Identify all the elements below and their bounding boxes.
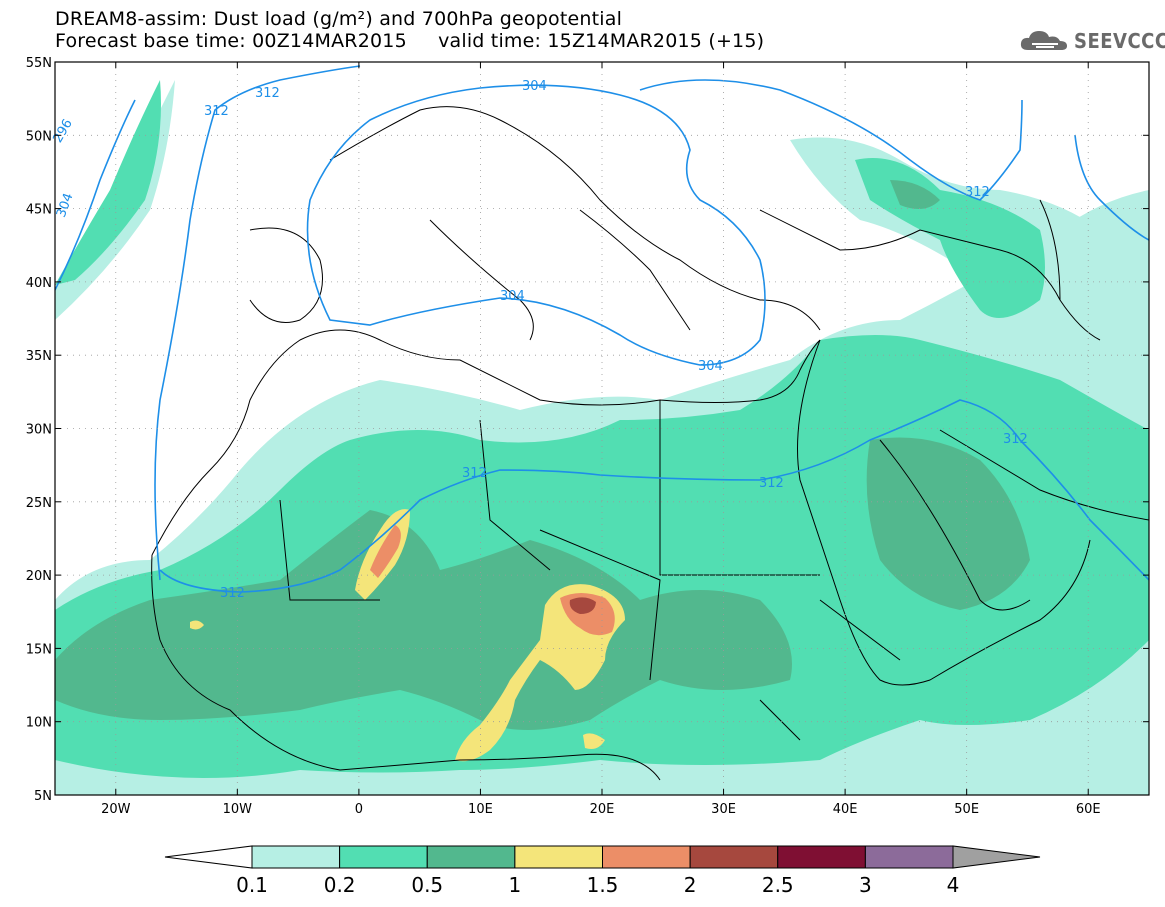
latitude-labels: 55N 50N 45N 40N 35N 30N 25N 20N 15N 10N 5N xyxy=(26,56,52,804)
colorbar-label: 1 xyxy=(509,873,522,897)
dust-band-0.5 xyxy=(55,510,792,730)
geopotential-contours xyxy=(55,65,1149,593)
longitude-labels: 20W 10W 0 10E 20E 30E 40E 50E 60E xyxy=(101,802,1101,817)
lat-label: 5N xyxy=(34,789,52,804)
contour-label: 312 xyxy=(255,86,280,101)
lon-label: 30E xyxy=(711,802,736,817)
dust-band-0.5 xyxy=(866,437,1030,610)
colorbar-box xyxy=(777,845,866,869)
dust-band-1 xyxy=(583,733,605,749)
contour-label: 312 xyxy=(220,586,245,601)
lat-label: 10N xyxy=(26,716,52,731)
lat-label: 15N xyxy=(26,642,52,657)
lat-label: 50N xyxy=(26,129,52,144)
lon-label: 40E xyxy=(833,802,858,817)
contour-line xyxy=(159,399,1149,593)
colorbar-box xyxy=(864,845,954,869)
dust-band-1.5 xyxy=(370,525,401,578)
contour-label: 304 xyxy=(522,79,547,94)
logo-text: SEEVCCC xyxy=(1074,29,1165,53)
colorbar-box xyxy=(426,845,516,869)
coastlines xyxy=(151,106,1149,781)
colorbar-box xyxy=(689,845,779,869)
lon-label: 50E xyxy=(954,802,979,817)
contour-label: 312 xyxy=(204,104,229,119)
cloud-icon xyxy=(1020,31,1067,50)
contour-labels: 312 312 296 304 304 304 304 312 312 312 … xyxy=(50,79,1027,601)
contour-label: 312 xyxy=(1003,432,1028,447)
lon-label: 10W xyxy=(223,802,253,817)
colorbar-box xyxy=(514,845,603,869)
base-time: Forecast base time: 00Z14MAR2015 xyxy=(55,30,407,52)
colorbar-label: 0.5 xyxy=(411,873,443,897)
colorbar-box xyxy=(602,845,691,869)
dust-band-0.5 xyxy=(890,180,940,209)
contour-label: 304 xyxy=(698,359,723,374)
lat-label: 30N xyxy=(26,423,52,438)
lat-label: 55N xyxy=(26,56,52,71)
contour-label: 312 xyxy=(759,476,784,491)
colorbar-box xyxy=(339,845,428,869)
lat-label: 45N xyxy=(26,203,52,218)
colorbar-arrow-left xyxy=(164,845,253,869)
colorbar-box xyxy=(251,845,341,869)
contour-line xyxy=(639,79,1023,201)
title-line: DREAM8-assim: Dust load (g/m²) and 700hP… xyxy=(55,8,623,30)
contour-line xyxy=(55,99,136,291)
dust-band-0.2 xyxy=(55,80,161,285)
seevccc-logo: SEEVCCC xyxy=(1018,26,1165,56)
colorbar-label: 4 xyxy=(947,873,960,897)
colorbar-label: 3 xyxy=(859,873,872,897)
lat-label: 35N xyxy=(26,349,52,364)
colorbar: 0.1 0.2 0.5 1 1.5 2 2.5 3 4 xyxy=(164,845,1041,897)
contour-line xyxy=(306,84,766,366)
dust-band-2 xyxy=(569,597,596,614)
colorbar-arrow-right xyxy=(952,845,1041,869)
lon-label: 20W xyxy=(101,802,131,817)
dust-band-1 xyxy=(190,620,204,630)
dust-field xyxy=(55,80,1149,795)
lon-label: 10E xyxy=(468,802,493,817)
lon-label: 20E xyxy=(590,802,615,817)
contour-line xyxy=(154,65,361,581)
colorbar-label: 1.5 xyxy=(587,873,619,897)
contour-label: 312 xyxy=(462,466,487,481)
lon-label: 60E xyxy=(1076,802,1101,817)
lat-label: 20N xyxy=(26,569,52,584)
contour-label: 304 xyxy=(500,289,525,304)
colorbar-label: 0.1 xyxy=(236,873,268,897)
axis-ticks xyxy=(55,61,1149,796)
colorbar-label: 2.5 xyxy=(762,873,794,897)
graticule xyxy=(55,62,1149,795)
valid-time: valid time: 15Z14MAR2015 (+15) xyxy=(438,30,765,52)
lat-label: 25N xyxy=(26,496,52,511)
colorbar-label: 0.2 xyxy=(324,873,356,897)
map-header: DREAM8-assim: Dust load (g/m²) and 700hP… xyxy=(55,8,1055,52)
time-line: Forecast base time: 00Z14MAR2015 valid t… xyxy=(55,30,1055,52)
contour-line xyxy=(1074,134,1149,241)
colorbar-label: 2 xyxy=(684,873,697,897)
lat-label: 40N xyxy=(26,276,52,291)
lon-label: 0 xyxy=(355,802,363,817)
contour-label: 312 xyxy=(965,185,990,200)
